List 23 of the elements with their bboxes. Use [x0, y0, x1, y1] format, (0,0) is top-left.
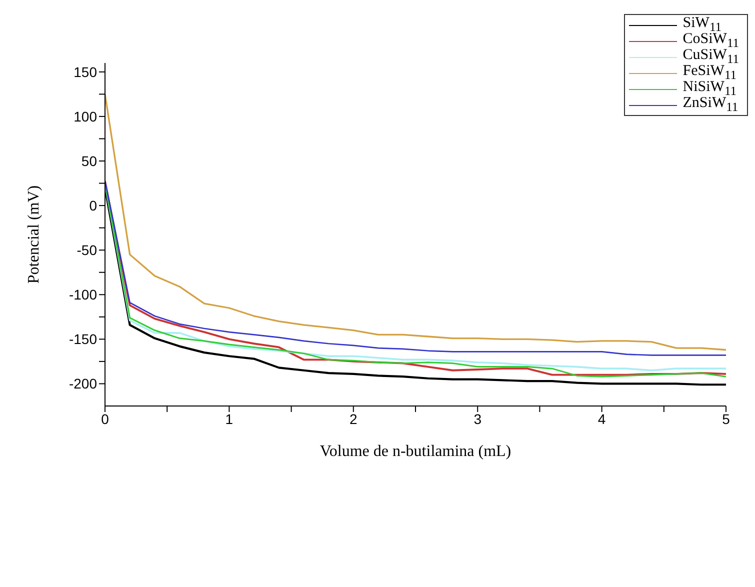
- y-tick-label: -50: [76, 242, 98, 258]
- legend-label: CoSiW$_{11}$: [682, 31, 739, 50]
- y-tick-label: 150: [74, 64, 98, 80]
- x-tick-label: 3: [474, 410, 482, 427]
- y-tick-label: 100: [74, 108, 98, 124]
- legend-label: ZnSiW$_{11}$: [682, 95, 738, 115]
- legend-label: SiW$_{11}$: [682, 15, 722, 34]
- y-tick-label: 50: [81, 152, 98, 169]
- y-tick-label: -200: [68, 376, 98, 392]
- x-tick-label: 1: [225, 410, 234, 427]
- x-tick-label: 5: [722, 410, 730, 427]
- legend-label: CuSiW$_{11}$: [682, 47, 739, 66]
- y-tick-label: -150: [68, 331, 98, 348]
- legend-label: FeSiW$_{11}$: [682, 63, 736, 82]
- x-tick-label: 4: [598, 410, 606, 427]
- line-series: [105, 93, 726, 351]
- y-axis-title: Potencial (mV): [26, 185, 43, 284]
- x-tick-label: 0: [101, 410, 110, 427]
- x-tick-label: 2: [350, 410, 358, 427]
- y-tick-label: 0: [89, 198, 98, 214]
- y-tick-label: -100: [68, 286, 98, 303]
- legend-label: NiSiW$_{11}$: [682, 79, 736, 98]
- x-axis-title: Volume de n-butilamina (mL): [320, 443, 512, 460]
